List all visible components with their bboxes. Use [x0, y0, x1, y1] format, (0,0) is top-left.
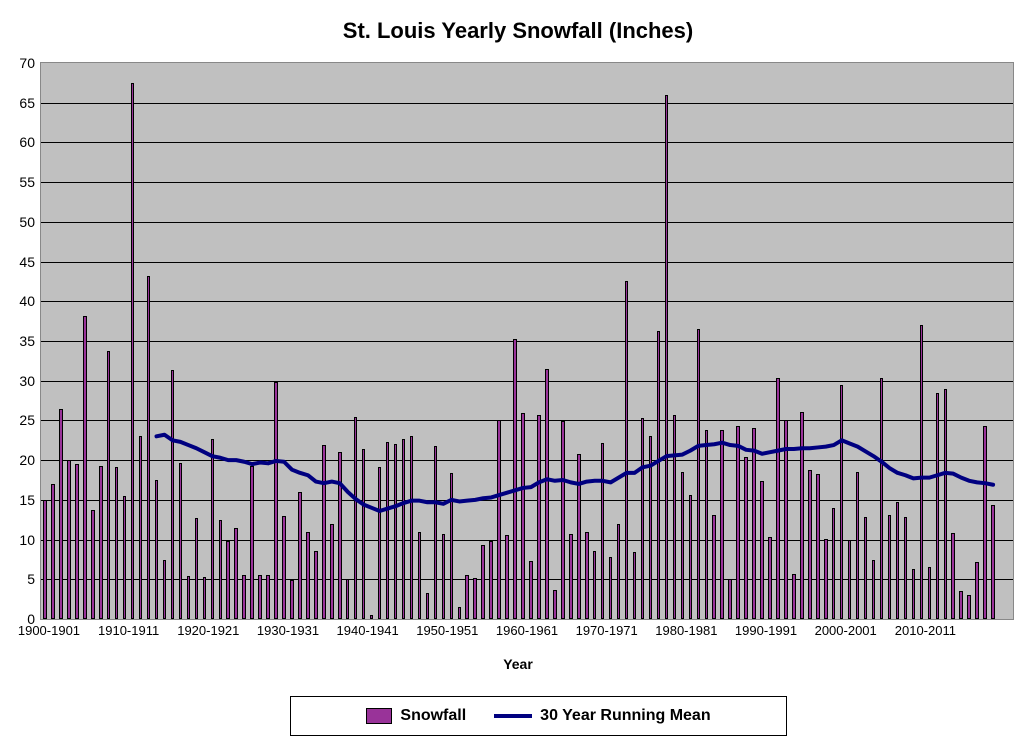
x-tick-label: 1980-1981 [655, 619, 717, 638]
legend-swatch-bar [366, 708, 392, 724]
y-tick-label: 15 [19, 492, 41, 508]
legend: Snowfall 30 Year Running Mean [290, 696, 787, 736]
y-tick-label: 20 [19, 452, 41, 468]
legend-swatch-line [494, 714, 532, 718]
x-tick-label: 1900-1901 [18, 619, 80, 638]
legend-label-mean: 30 Year Running Mean [540, 707, 710, 725]
x-tick-label: 1940-1941 [337, 619, 399, 638]
x-tick-label: 1990-1991 [735, 619, 797, 638]
x-tick-label: 1960-1961 [496, 619, 558, 638]
y-tick-label: 60 [19, 134, 41, 150]
y-tick-label: 70 [19, 55, 41, 71]
y-tick-label: 30 [19, 373, 41, 389]
legend-label-snowfall: Snowfall [400, 707, 466, 725]
plot-area: 05101520253035404550556065701900-1901191… [40, 62, 1014, 620]
y-tick-label: 5 [27, 571, 41, 587]
legend-item-mean: 30 Year Running Mean [494, 707, 710, 725]
x-tick-label: 1910-1911 [98, 619, 159, 638]
legend-item-snowfall: Snowfall [366, 707, 466, 725]
x-tick-label: 1970-1971 [576, 619, 638, 638]
chart-title: St. Louis Yearly Snowfall (Inches) [0, 18, 1036, 44]
y-tick-label: 45 [19, 254, 41, 270]
x-tick-label: 2000-2001 [815, 619, 877, 638]
x-tick-label: 2010-2011 [895, 619, 956, 638]
x-axis-label: Year [0, 656, 1036, 672]
snowfall-chart-figure: St. Louis Yearly Snowfall (Inches) 05101… [0, 0, 1036, 750]
y-tick-label: 25 [19, 412, 41, 428]
y-tick-label: 40 [19, 293, 41, 309]
x-tick-label: 1930-1931 [257, 619, 319, 638]
x-tick-label: 1920-1921 [177, 619, 239, 638]
y-tick-label: 50 [19, 214, 41, 230]
y-tick-label: 35 [19, 333, 41, 349]
y-tick-label: 65 [19, 95, 41, 111]
running-mean-line [41, 63, 1013, 619]
y-tick-label: 55 [19, 174, 41, 190]
x-tick-label: 1950-1951 [416, 619, 478, 638]
y-tick-label: 10 [19, 532, 41, 548]
